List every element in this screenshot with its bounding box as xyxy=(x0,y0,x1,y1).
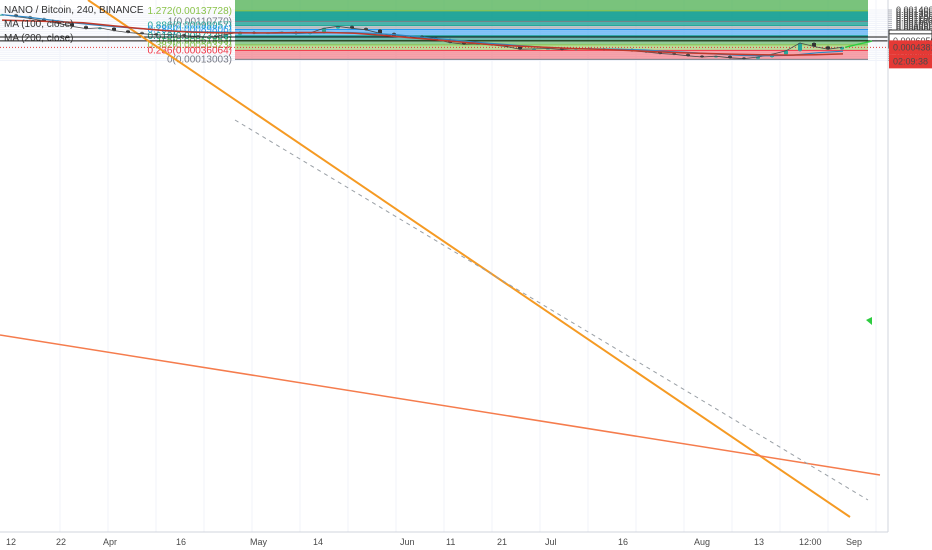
candle-body xyxy=(686,54,690,56)
candle-body xyxy=(728,56,732,58)
candle-body xyxy=(518,46,522,50)
x-axis-tick-label: Jun xyxy=(400,537,415,547)
fib-level-label-0.618: 0.618(0.00073386) xyxy=(147,31,232,42)
x-axis-tick-label: Apr xyxy=(103,537,117,547)
ma200-legend: MA (200, close) xyxy=(4,33,74,44)
x-axis-tick-label: 11 xyxy=(446,537,455,547)
candle-body xyxy=(84,26,88,29)
fib-level-label-0.886: 0.886(0.00099957) xyxy=(147,21,232,32)
candle-body xyxy=(658,51,662,54)
ma200-line xyxy=(1,19,844,56)
candle-body xyxy=(154,33,158,35)
x-axis-tick-label: 16 xyxy=(618,537,628,547)
fib-level-label-1: 1(0.00110770) xyxy=(168,16,232,27)
descending-trendline xyxy=(87,0,851,518)
candle-body xyxy=(714,56,718,58)
projection-arrowhead xyxy=(866,317,872,325)
fib-band-0.5-0.382 xyxy=(235,40,868,45)
fib-level-label-0.236: 0.236(0.00036064) xyxy=(147,45,232,56)
fib-level-label-0.382: 0.382(0.00050323) xyxy=(147,40,232,51)
x-axis-tick-label: 13 xyxy=(754,537,764,547)
fib-level-label-1.272: 1.272(0.00137728) xyxy=(147,6,232,17)
x-axis-tick-label: May xyxy=(250,537,268,547)
candle-body xyxy=(350,26,354,29)
fib-band-0.786-0.618 xyxy=(235,29,868,36)
candle-body xyxy=(798,43,802,51)
x-axis-panel xyxy=(0,532,932,550)
candle-body xyxy=(476,43,480,45)
dashed-fib-diagonal xyxy=(234,119,869,501)
candle-body xyxy=(112,27,116,31)
candle-body xyxy=(98,27,102,29)
candle-body xyxy=(462,42,466,45)
candle-body xyxy=(756,57,760,59)
candle-body xyxy=(812,43,816,47)
fib-band-0.886-0.786 xyxy=(235,25,868,30)
candle-body xyxy=(378,29,382,34)
candle-body xyxy=(826,46,830,50)
x-axis-tick-label: 16 xyxy=(176,537,186,547)
fib-band-1.272-1 xyxy=(235,10,868,22)
x-axis-tick-label: Aug xyxy=(694,537,710,547)
fib-band-0.618-0.5 xyxy=(235,35,868,41)
y-axis-panel xyxy=(888,0,932,550)
lower-trendline xyxy=(0,334,881,476)
candle-body xyxy=(364,28,368,30)
price-tag-current: 0.0004381 xyxy=(893,42,932,52)
candle-body xyxy=(336,26,340,29)
symbol-title: NANO / Bitcoin, 240, BINANCE xyxy=(4,5,144,16)
x-axis-tick-label: Sep xyxy=(846,537,862,547)
candle-body xyxy=(140,32,144,34)
candle-body xyxy=(560,48,564,50)
x-axis-tick-label: 21 xyxy=(497,537,507,547)
fib-band-0.236-0 xyxy=(235,50,868,60)
x-axis-tick-label: Jul xyxy=(545,537,557,547)
x-axis-tick-label: 12 xyxy=(6,537,16,547)
x-axis-tick-label: 22 xyxy=(56,537,66,547)
x-axis-tick-label: 12:00 xyxy=(799,537,822,547)
chart-legend: NANO / Bitcoin, 240, BINANCE MA (100, cl… xyxy=(4,4,144,46)
candle-body xyxy=(840,47,844,50)
candle-body xyxy=(322,28,326,33)
candle-body xyxy=(168,34,172,36)
candle-body xyxy=(406,36,410,38)
candle-body xyxy=(224,34,228,37)
projection-arrow xyxy=(844,40,873,49)
fib-band-top xyxy=(235,0,868,11)
candle-body xyxy=(70,23,74,27)
candle-body xyxy=(532,48,536,50)
countdown-tag: 02:09:38 xyxy=(893,56,928,66)
candle-body xyxy=(182,34,186,36)
ma100-legend: MA (100, close) xyxy=(4,19,74,30)
fib-level-label-0.786: 0.786(0.00089806) xyxy=(147,25,232,36)
candle-body xyxy=(546,48,550,50)
candle-body xyxy=(700,55,704,58)
candle-body xyxy=(126,30,130,33)
candle-body xyxy=(784,50,788,55)
fib-band-1-0.886 xyxy=(235,21,868,26)
fib-level-label-0: 0(0.00013003) xyxy=(167,54,232,65)
price-tag-current-bg xyxy=(889,40,932,55)
countdown-tag-bg xyxy=(889,54,932,69)
x-axis-tick-label: 14 xyxy=(313,537,323,547)
